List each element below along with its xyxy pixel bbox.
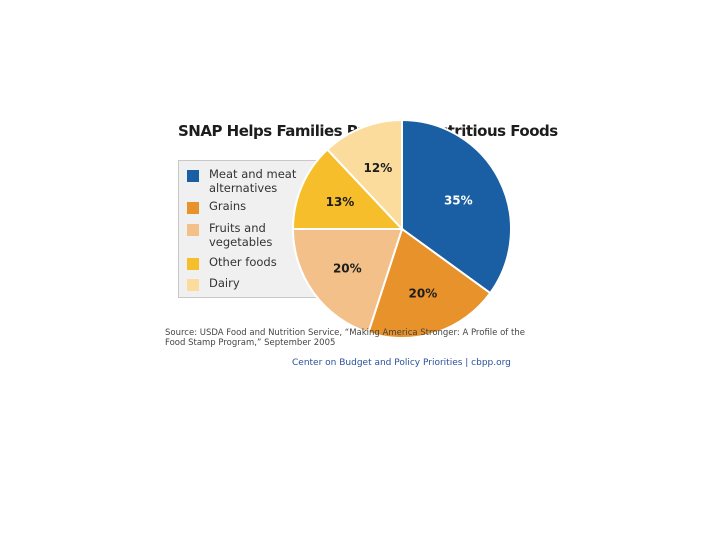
legend-item-meat: Meat and meat alternatives	[187, 167, 314, 195]
source-note: Source: USDA Food and Nutrition Service,…	[165, 328, 525, 348]
legend-swatch-fruits-vegetables	[187, 224, 199, 236]
pie-label-grains: 20%	[409, 286, 438, 300]
legend-label-dairy: Dairy	[209, 276, 240, 290]
legend-swatch-meat	[187, 170, 199, 182]
legend-label-other-foods: Other foods	[209, 255, 277, 269]
credit-line: Center on Budget and Policy Priorities |…	[292, 358, 511, 368]
pie-slice-meat	[401, 118, 512, 295]
pie-label-fruits-vegetables: 20%	[333, 262, 362, 276]
legend-item-grains: Grains	[187, 199, 314, 214]
legend-swatch-dairy	[187, 279, 199, 291]
pie-slice-grains	[367, 227, 492, 339]
legend-item-fruits-vegetables: Fruits and vegetables	[187, 221, 314, 249]
pie-chart: 35% 20% 20% 13% 12%	[291, 118, 512, 339]
legend-item-other-foods: Other foods	[187, 255, 314, 270]
legend-item-dairy: Dairy	[187, 276, 314, 291]
pie-slice-dairy	[325, 118, 403, 232]
pie-slice-other-foods	[291, 148, 405, 230]
legend-label-meat: Meat and meat alternatives	[209, 167, 297, 195]
legend-swatch-other-foods	[187, 258, 199, 270]
pie-label-other-foods: 13%	[326, 195, 355, 209]
pie-slice-fruits-vegetables	[291, 228, 404, 334]
pie-label-dairy: 12%	[364, 161, 393, 175]
chart-figure: SNAP Helps Families Purchase Nutritious …	[165, 118, 558, 370]
pie-label-meat: 35%	[444, 193, 473, 207]
legend-label-grains: Grains	[209, 199, 247, 213]
legend-label-fruits-vegetables: Fruits and vegetables	[209, 221, 273, 249]
legend-swatch-grains	[187, 202, 199, 214]
